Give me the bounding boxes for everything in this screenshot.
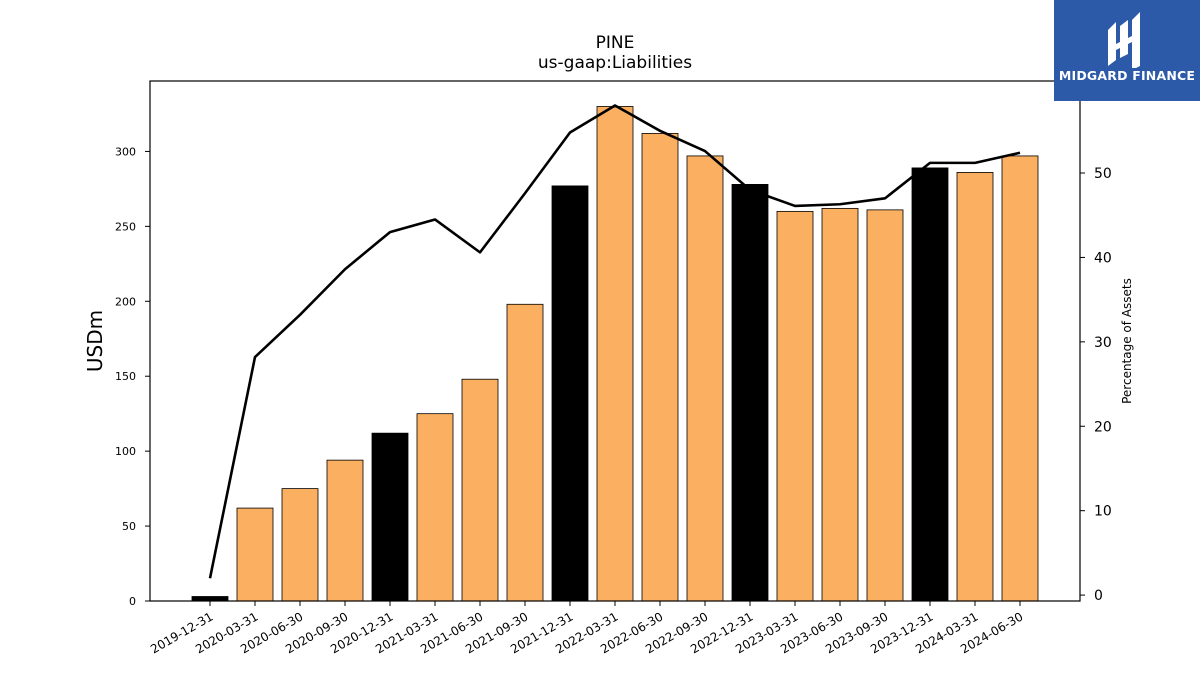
y2-tick-label: 10 <box>1094 504 1112 520</box>
bar <box>911 167 949 602</box>
logo-text: MIDGARD FINANCE <box>1058 68 1196 83</box>
y-tick-label: 150 <box>115 370 136 383</box>
bar <box>956 172 994 602</box>
y2-tick-label: 30 <box>1094 335 1112 351</box>
bar <box>551 185 589 602</box>
bar <box>461 378 499 602</box>
bar <box>641 133 679 602</box>
bar <box>776 210 814 602</box>
bar <box>596 106 634 602</box>
bar <box>371 432 409 602</box>
chart-subtitle: us-gaap:Liabilities <box>538 53 692 73</box>
y2-tick-label: 0 <box>1094 588 1103 604</box>
y2-tick-label: 40 <box>1094 250 1112 266</box>
bar <box>686 155 724 602</box>
bar <box>506 303 544 602</box>
logo-mark-icon <box>1108 12 1140 68</box>
bar <box>821 207 859 602</box>
bar <box>416 413 454 602</box>
bar <box>326 459 364 602</box>
y-tick-label: 250 <box>115 220 136 233</box>
bar <box>281 488 319 602</box>
bar <box>236 507 274 602</box>
y-axis-label: USDm <box>83 310 107 372</box>
percentage-line <box>208 104 1021 579</box>
y-tick-label: 300 <box>115 145 136 158</box>
midgard-finance-logo: MIDGARD FINANCE <box>1054 0 1200 101</box>
chart-title: PINE <box>596 33 635 53</box>
y2-tick-label: 20 <box>1094 419 1112 435</box>
y-tick-label: 0 <box>129 595 136 608</box>
bar <box>1001 155 1039 602</box>
y2-axis-label: Percentage of Assets <box>1120 278 1134 404</box>
bar <box>191 596 229 602</box>
y-tick-label: 100 <box>115 445 136 458</box>
bar <box>866 209 904 602</box>
y2-tick-label: 50 <box>1094 166 1112 182</box>
bar <box>731 184 769 602</box>
y-tick-label: 200 <box>115 295 136 308</box>
y-tick-label: 50 <box>122 520 136 533</box>
